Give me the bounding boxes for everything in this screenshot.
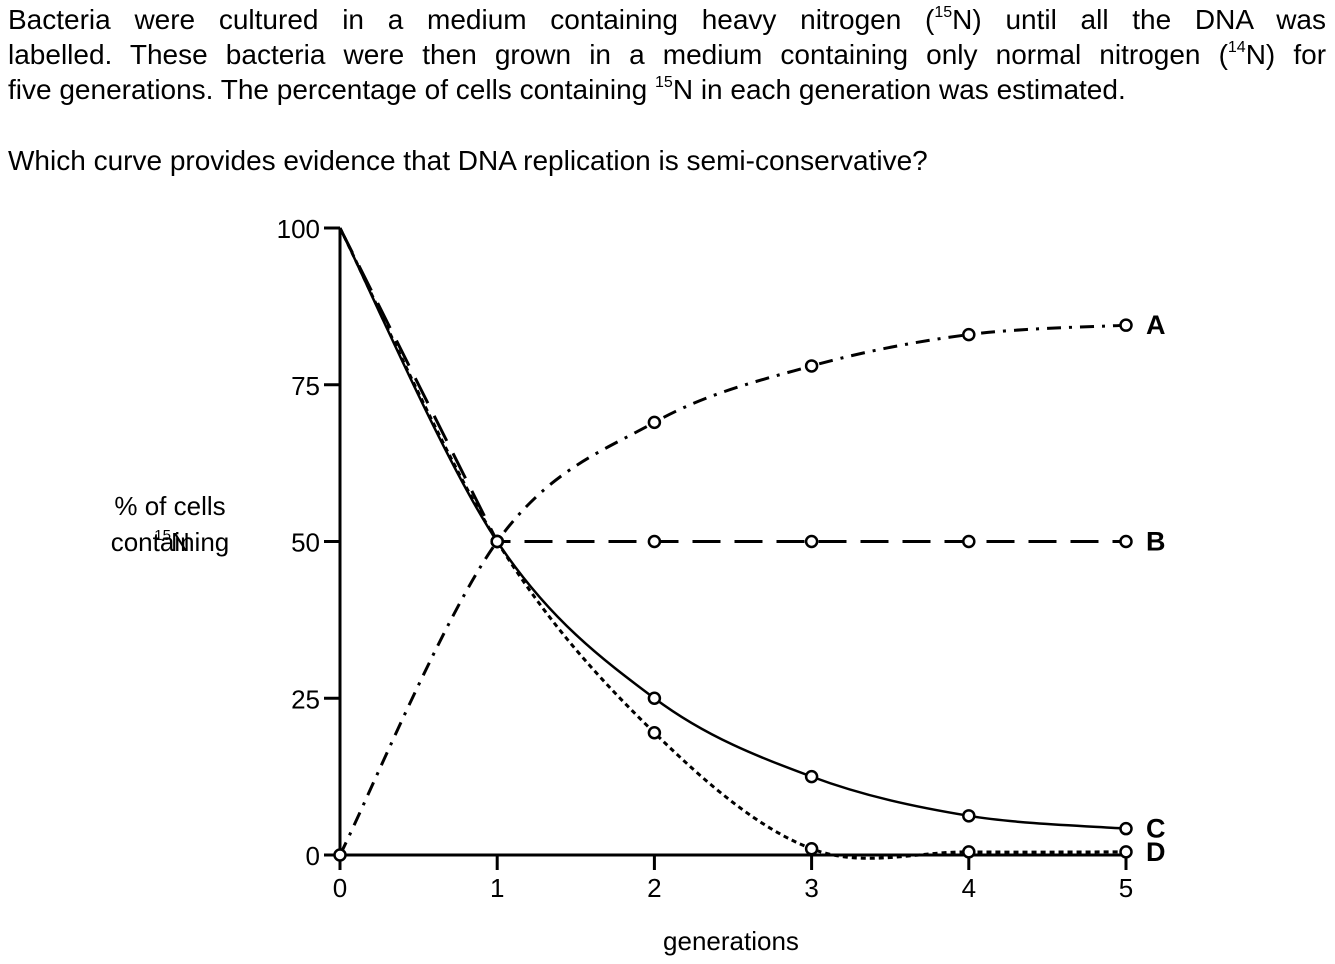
data-point-d [804, 841, 819, 856]
data-point-b [1119, 534, 1133, 549]
data-point-a [962, 327, 976, 342]
y-tick-label: 0 [306, 841, 320, 871]
data-point-d [962, 845, 976, 859]
x-tick-label: 1 [490, 873, 504, 903]
series-line-a [338, 323, 1127, 856]
marker-layer [333, 318, 1133, 862]
question-text: Bacteria were cultured in a medium conta… [8, 2, 1326, 107]
data-point-a [647, 415, 662, 430]
y-tick-label: 25 [291, 684, 320, 714]
data-point-d [490, 534, 504, 549]
x-tick-label: 2 [647, 873, 661, 903]
data-point-b [962, 534, 976, 549]
data-point-d [647, 725, 662, 740]
series-layer [338, 227, 1127, 860]
x-tick-label: 4 [962, 873, 976, 903]
data-point-a [804, 359, 819, 373]
series-label-d: D [1146, 837, 1166, 867]
data-point-a [1119, 318, 1133, 332]
y-tick-label: 50 [291, 528, 320, 558]
y-axis-label-line: 15N [154, 527, 189, 557]
data-point-c [1119, 821, 1133, 836]
y-tick-label: 75 [291, 371, 320, 401]
question-prompt: Which curve provides evidence that DNA r… [8, 145, 928, 176]
question-line-3: five generations. The percentage of cell… [8, 74, 1126, 105]
data-point-c [962, 809, 976, 823]
data-point-a [333, 848, 347, 862]
y-axis-label-line: containing [111, 527, 230, 557]
x-tick-label: 3 [804, 873, 818, 903]
question-line-2: labelled. These bacteria were then grown… [8, 39, 1327, 70]
series-label-b: B [1146, 527, 1166, 557]
axes-layer: 0 25 50 75 100 0 1 2 3 4 5 generations % of cells con… [111, 214, 1134, 956]
series-line-c [338, 227, 1127, 830]
series-line-d [338, 227, 1127, 860]
series-label-a: A [1146, 310, 1166, 340]
series-line-b [338, 227, 1126, 543]
y-axis-label: % of cells containing15N [111, 491, 230, 557]
y-axis-label-line: % of cells [114, 491, 225, 521]
question-line-1: Bacteria were cultured in a medium conta… [8, 4, 1327, 35]
x-axis-label: generations [663, 926, 799, 956]
label-layer: A B CD [1146, 310, 1166, 867]
y-tick-label: 100 [277, 214, 320, 244]
y-axis-label-superscript: 15 [154, 527, 171, 544]
y-axis-label-unit: N [171, 527, 190, 557]
data-point-d [1119, 845, 1133, 859]
x-tick-label: 0 [333, 873, 347, 903]
data-point-c [804, 769, 819, 784]
series-label-c: C [1146, 814, 1166, 844]
data-point-b [647, 534, 662, 549]
data-point-b [804, 534, 819, 549]
data-point-c [647, 691, 662, 705]
x-tick-label: 5 [1119, 873, 1133, 903]
